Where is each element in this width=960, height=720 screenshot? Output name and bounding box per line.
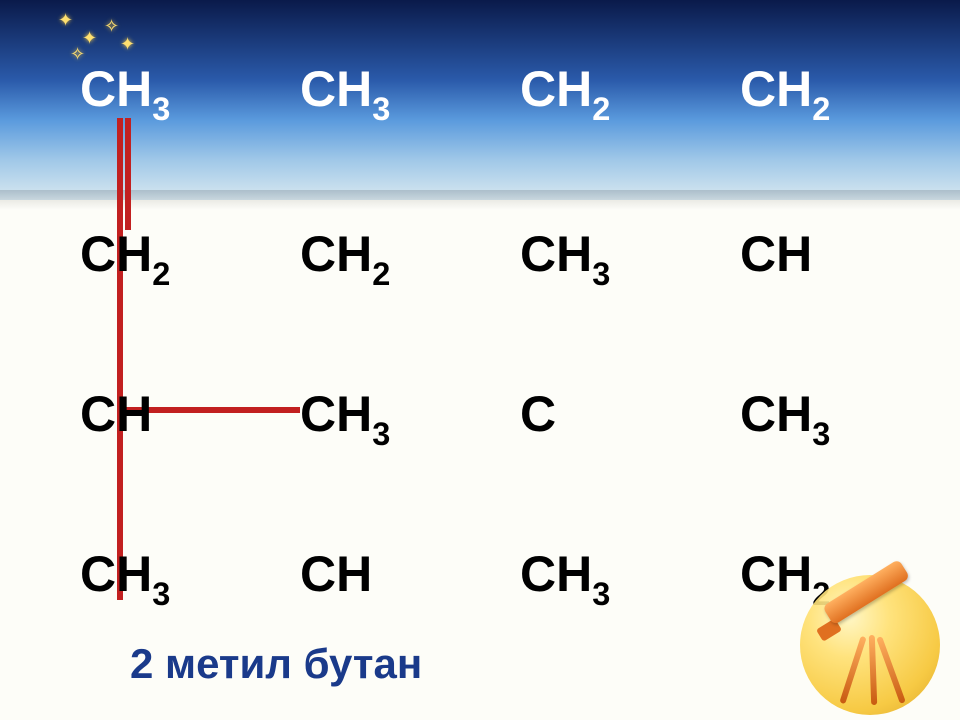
formula-cell: CH (300, 545, 372, 603)
telescope-icon (800, 575, 940, 715)
formula-cell: C (520, 385, 556, 443)
formula-base: CH (80, 386, 152, 442)
formula-base: CH (740, 61, 812, 117)
formula-subscript: 2 (592, 91, 610, 127)
formula-cell: CH2 (80, 225, 170, 290)
formula-subscript: 3 (152, 576, 170, 612)
bond-line (125, 118, 131, 230)
formula-cell: CH3 (80, 60, 170, 125)
formula-base: CH (300, 61, 372, 117)
formula-cell: CH3 (520, 225, 610, 290)
formula-base: C (520, 386, 556, 442)
formula-base: CH (300, 546, 372, 602)
formula-cell: CH2 (300, 225, 390, 290)
sparkle: ✧ (104, 16, 119, 37)
sparkle: ✦ (120, 34, 135, 55)
formula-base: CH (520, 546, 592, 602)
formula-base: CH (520, 61, 592, 117)
formula-cell: CH3 (740, 385, 830, 450)
formula-cell: CH2 (740, 60, 830, 125)
formula-cell: CH3 (80, 545, 170, 610)
formula-subscript: 3 (812, 416, 830, 452)
bond-line (117, 118, 123, 600)
formula-base: CH (300, 226, 372, 282)
formula-base: CH (520, 226, 592, 282)
formula-subscript: 3 (592, 256, 610, 292)
formula-base: CH (300, 386, 372, 442)
formula-subscript: 2 (372, 256, 390, 292)
formula-subscript: 2 (812, 91, 830, 127)
formula-base: CH (740, 386, 812, 442)
formula-subscript: 3 (372, 91, 390, 127)
formula-subscript: 3 (592, 576, 610, 612)
formula-cell: CH3 (300, 385, 390, 450)
formula-base: CH (80, 61, 152, 117)
horizon-shadow (0, 190, 960, 210)
formula-cell: CH2 (520, 60, 610, 125)
formula-base: CH (80, 226, 152, 282)
formula-cell: CH (740, 225, 812, 283)
formula-base: CH (80, 546, 152, 602)
formula-cell: CH3 (520, 545, 610, 610)
formula-subscript: 2 (152, 256, 170, 292)
sparkle: ✦ (58, 10, 73, 31)
formula-cell: CH3 (300, 60, 390, 125)
formula-base: CH (740, 226, 812, 282)
compound-name-label: 2 метил бутан (130, 640, 422, 688)
formula-cell: CH (80, 385, 152, 443)
formula-subscript: 3 (152, 91, 170, 127)
formula-subscript: 3 (372, 416, 390, 452)
